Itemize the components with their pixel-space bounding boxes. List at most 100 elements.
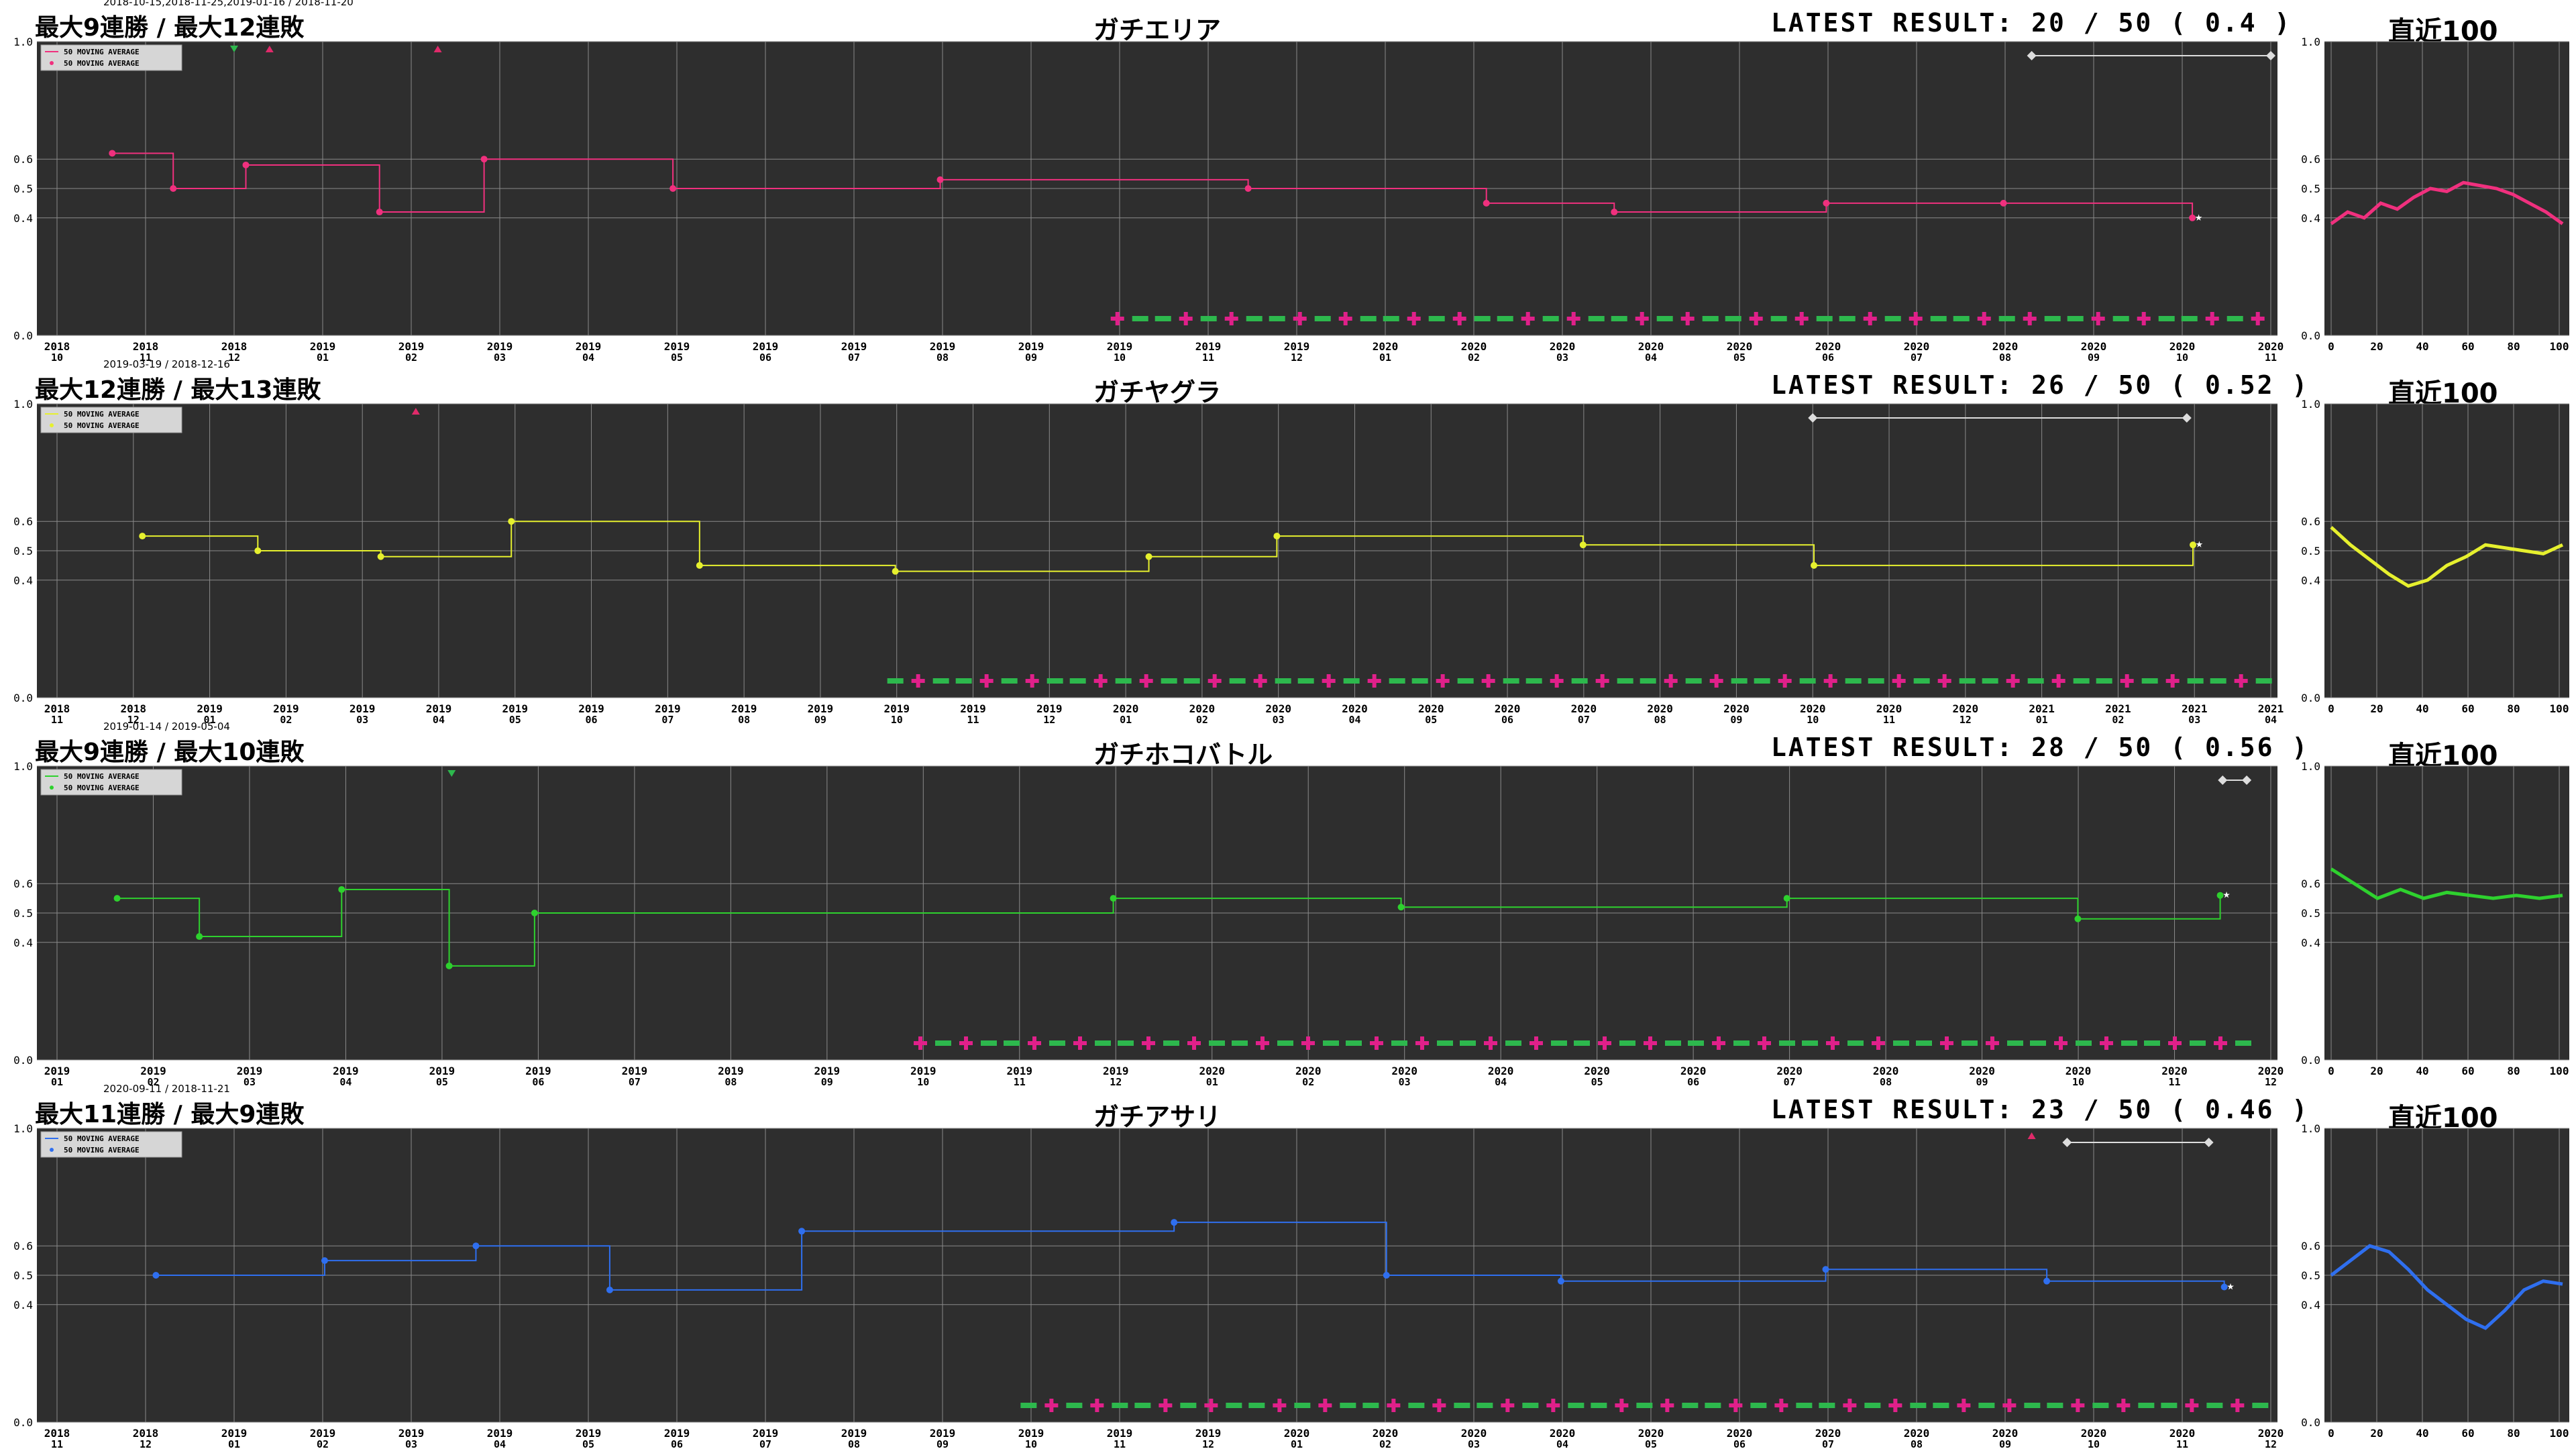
x-tick-month: 12 xyxy=(140,1438,152,1449)
win-marker xyxy=(2161,1403,2178,1408)
loss-marker-v xyxy=(1551,1399,1556,1412)
x-tick-month: 09 xyxy=(814,714,826,724)
x-tick-year: 2020 xyxy=(2169,1427,2196,1440)
win-marker xyxy=(955,678,972,684)
win-marker xyxy=(1953,316,1970,321)
loss-marker-v xyxy=(1603,1036,1607,1050)
loss-marker-v xyxy=(1762,1036,1766,1050)
x-tick-month: 04 xyxy=(494,1438,506,1449)
loss-marker-v xyxy=(1411,312,1416,325)
x-tick-year: 2020 xyxy=(1113,702,1139,715)
x-tick-year: 2019 xyxy=(426,702,452,715)
win-marker xyxy=(1522,1403,1539,1408)
x-tick-year: 2020 xyxy=(1550,340,1576,353)
win-marker xyxy=(1750,1403,1767,1408)
range-bracket-end xyxy=(2182,413,2192,423)
x-tick-year: 2018 xyxy=(133,1427,159,1440)
x-tick-month: 01 xyxy=(228,1438,240,1449)
x-tick-year: 2020 xyxy=(1723,702,1750,715)
recent-x-tick-label: 0 xyxy=(2328,702,2334,715)
loss-marker-v xyxy=(1831,1036,1835,1050)
win-marker xyxy=(1460,1040,1476,1046)
win-marker xyxy=(1505,1040,1521,1046)
x-tick-month: 06 xyxy=(586,714,598,724)
x-tick-year: 2020 xyxy=(2258,1065,2284,1077)
loss-marker-v xyxy=(1212,674,1217,688)
x-tick-year: 2021 xyxy=(2029,702,2055,715)
win-marker xyxy=(1115,678,1132,684)
win-marker xyxy=(2027,678,2044,684)
win-marker xyxy=(1611,316,1627,321)
loss-marker-v xyxy=(2007,1399,2012,1412)
x-tick-month: 05 xyxy=(582,1438,594,1449)
recent-x-tick-label: 80 xyxy=(2507,1427,2520,1440)
x-tick-month: 02 xyxy=(405,352,417,362)
x-tick-month: 04 xyxy=(433,714,445,724)
x-tick-year: 2018 xyxy=(44,702,70,715)
loss-marker-v xyxy=(1183,312,1188,325)
data-point xyxy=(1783,895,1790,902)
loss-marker-v xyxy=(1685,312,1690,325)
win-marker xyxy=(2252,1403,2269,1408)
loss-marker-v xyxy=(2173,1036,2177,1050)
x-tick-year: 2020 xyxy=(1815,340,1841,353)
x-tick-month: 08 xyxy=(1880,1076,1892,1087)
x-tick-year: 2020 xyxy=(1904,1427,1930,1440)
x-tick-year: 2020 xyxy=(1495,702,1521,715)
streak-dates: 2018-10-15,2018-11-25,2019-01-16 / 2018-… xyxy=(103,0,354,8)
latest-star: ★ xyxy=(2223,888,2231,902)
x-tick-month: 04 xyxy=(1556,1438,1568,1449)
x-tick-year: 2019 xyxy=(1195,1427,1222,1440)
range-bracket-end xyxy=(2218,775,2228,785)
loss-marker-v xyxy=(1893,1399,1898,1412)
loss-marker-v xyxy=(1146,1036,1150,1050)
recent-100-line xyxy=(2330,526,2564,588)
legend-dot-label: 50 MOVING AVERAGE xyxy=(64,59,140,68)
chart-panel-clam: 最大11連勝 / 最大9連敗 2020-09-11 / 2018-11-21 ガ… xyxy=(0,1083,2576,1449)
loss-marker-v xyxy=(1754,312,1758,325)
win-marker xyxy=(1682,1403,1699,1408)
win-marker xyxy=(1437,1040,1453,1046)
win-marker xyxy=(2112,316,2129,321)
x-tick-month: 02 xyxy=(317,1438,329,1449)
streak-dates: 2019-01-14 / 2019-05-04 xyxy=(103,720,230,733)
win-marker xyxy=(1816,316,1833,321)
loss-marker-v xyxy=(1440,674,1445,688)
y-tick-label: 0.0 xyxy=(13,329,33,342)
loss-marker-v xyxy=(2056,674,2061,688)
win-marker xyxy=(1155,316,1171,321)
win-marker xyxy=(1868,678,1884,684)
x-tick-year: 2019 xyxy=(333,1065,359,1077)
data-point xyxy=(2190,541,2197,549)
loss-marker-v xyxy=(1534,1036,1538,1050)
win-marker xyxy=(2235,1040,2251,1046)
recent-x-tick-label: 60 xyxy=(2461,702,2474,715)
data-point xyxy=(2216,892,2224,899)
x-tick-year: 2020 xyxy=(1391,1065,1417,1077)
legend-line-label: 50 MOVING AVERAGE xyxy=(64,772,140,781)
loss-marker-v xyxy=(2239,674,2243,688)
win-marker xyxy=(1004,1040,1020,1046)
x-tick-year: 2020 xyxy=(1876,702,1902,715)
loss-marker-v xyxy=(1437,1399,1442,1412)
x-tick-year: 2019 xyxy=(841,340,867,353)
peak-marker xyxy=(411,408,420,415)
x-tick-month: 09 xyxy=(1730,714,1742,724)
loss-marker-v xyxy=(1306,1036,1310,1050)
recent-y-tick-label: 0.4 xyxy=(2301,1299,2320,1311)
x-tick-month: 02 xyxy=(1468,352,1480,362)
x-tick-year: 2020 xyxy=(1815,1427,1841,1440)
recent-x-tick-label: 20 xyxy=(2370,1427,2383,1440)
x-tick-month: 12 xyxy=(228,352,240,362)
x-tick-year: 2019 xyxy=(753,1427,779,1440)
x-tick-year: 2019 xyxy=(808,702,834,715)
x-tick-month: 11 xyxy=(1202,352,1214,362)
win-marker xyxy=(1839,316,1856,321)
latest-result: LATEST RESULT: 28 / 50 ( 0.56 ) xyxy=(1771,733,2310,762)
win-marker xyxy=(1229,678,1246,684)
x-tick-year: 2020 xyxy=(1342,702,1368,715)
win-marker xyxy=(2076,1040,2092,1046)
loss-marker-v xyxy=(1420,1036,1424,1050)
recent-y-tick-label: 0.0 xyxy=(2301,692,2320,704)
win-marker xyxy=(1269,316,1285,321)
